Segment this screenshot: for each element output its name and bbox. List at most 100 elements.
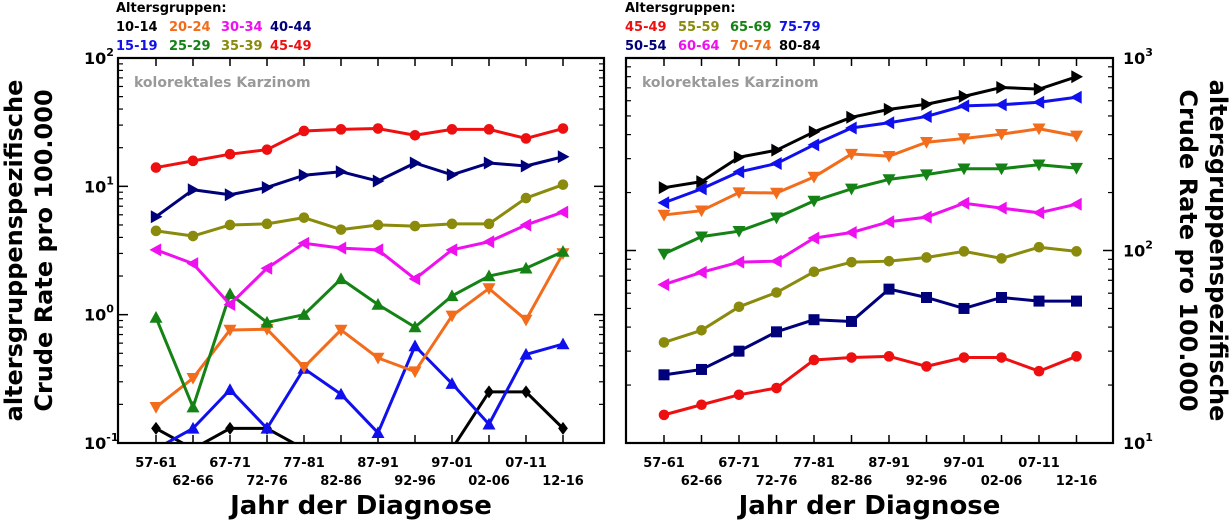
data-point-15-19 — [334, 387, 348, 400]
data-point-70-74 — [920, 137, 933, 149]
data-point-25-29 — [482, 269, 496, 282]
data-point-75-79 — [882, 116, 895, 130]
data-point-65-69 — [845, 183, 858, 196]
data-point-15-19 — [556, 337, 570, 350]
data-point-10-14 — [484, 385, 494, 399]
data-point-60-64 — [845, 226, 857, 240]
x-tick-label: 77-81 — [793, 456, 835, 471]
data-point-10-14 — [451, 442, 453, 443]
data-point-80-84 — [996, 80, 1008, 94]
data-point-55-59 — [1033, 241, 1045, 253]
data-point-45-49 — [958, 352, 970, 363]
x-tick-label: 12-16 — [542, 474, 584, 489]
data-point-80-84 — [846, 110, 858, 124]
x-tick-label: 62-66 — [681, 474, 723, 489]
data-point-50-54 — [1071, 295, 1082, 307]
data-point-50-54 — [921, 291, 932, 303]
data-point-55-59 — [921, 252, 932, 263]
data-point-70-74 — [657, 209, 671, 222]
data-point-15-19 — [371, 426, 385, 439]
data-point-70-74 — [1032, 123, 1046, 136]
x-tick-label: 82-86 — [320, 474, 362, 489]
series-line-40-44 — [155, 155, 564, 218]
x-tick-label: 62-66 — [172, 474, 214, 489]
data-point-80-84 — [658, 181, 671, 195]
legend-entry-25-29: 25-29 — [169, 39, 211, 54]
data-point-75-79 — [657, 196, 670, 210]
data-point-45-49 — [921, 361, 932, 372]
data-point-15-19 — [186, 421, 200, 434]
data-point-75-79 — [995, 98, 1007, 112]
data-point-75-79 — [732, 165, 745, 179]
data-point-70-74 — [957, 133, 971, 145]
data-point-40-44 — [187, 183, 200, 197]
data-point-35-39 — [520, 192, 532, 204]
x-tick-label: 07-11 — [1018, 456, 1060, 471]
x-tick-label: 87-91 — [868, 456, 910, 471]
data-point-60-64 — [732, 255, 745, 269]
data-point-55-59 — [846, 256, 857, 268]
data-point-75-79 — [695, 182, 707, 196]
data-point-25-29 — [260, 315, 274, 328]
data-point-30-34 — [556, 205, 569, 219]
data-point-70-74 — [807, 171, 821, 184]
legend-entry-45-49: 45-49 — [625, 20, 667, 35]
x-tick-label: 57-61 — [135, 456, 177, 471]
data-point-25-29 — [186, 400, 200, 413]
data-point-65-69 — [1032, 159, 1046, 172]
data-point-45-49 — [520, 133, 532, 144]
data-point-70-74 — [995, 128, 1008, 141]
data-point-25-29 — [445, 289, 459, 302]
data-point-45-49 — [771, 382, 782, 394]
data-point-20-24 — [445, 310, 459, 323]
data-point-45-49 — [1033, 365, 1045, 377]
data-point-20-24 — [186, 372, 200, 385]
legend-entry-50-54: 50-54 — [625, 39, 667, 54]
data-point-75-79 — [920, 109, 932, 123]
data-point-65-69 — [995, 163, 1008, 176]
data-point-15-19 — [445, 377, 459, 389]
x-tick-label: 72-76 — [756, 474, 798, 489]
x-tick-label: 12-16 — [1056, 474, 1098, 489]
data-point-35-39 — [446, 218, 458, 230]
x-tick-label: 02-06 — [468, 474, 510, 489]
data-point-50-54 — [696, 363, 707, 375]
x-tick-label: 02-06 — [981, 474, 1023, 489]
data-point-55-59 — [658, 337, 670, 348]
data-point-70-74 — [1070, 130, 1083, 143]
data-point-45-49 — [409, 129, 421, 141]
data-point-15-19 — [155, 442, 157, 443]
legend-entry-15-19: 15-19 — [116, 39, 158, 54]
data-point-50-54 — [771, 326, 782, 338]
x-tick-label: 77-81 — [283, 456, 325, 471]
series-group — [149, 123, 570, 443]
data-point-60-64 — [957, 196, 970, 210]
series-line-80-84 — [663, 75, 1077, 190]
data-point-50-54 — [846, 315, 857, 327]
data-point-70-74 — [732, 187, 746, 200]
x-tick-label: 82-86 — [831, 474, 873, 489]
y-tick-label: 103 — [1123, 46, 1153, 68]
data-point-45-49 — [996, 352, 1007, 363]
data-point-35-39 — [483, 218, 495, 230]
data-point-35-39 — [372, 219, 384, 231]
data-point-55-59 — [733, 301, 745, 313]
plot-frame — [116, 56, 606, 445]
data-point-20-24 — [519, 314, 533, 327]
data-point-15-19 — [260, 421, 274, 434]
data-point-20-24 — [408, 366, 422, 379]
series-line-50-54 — [663, 287, 1077, 377]
data-point-65-69 — [807, 195, 821, 208]
data-point-30-34 — [260, 261, 273, 275]
data-point-75-79 — [807, 138, 820, 152]
y-tick-label: 102 — [1123, 239, 1153, 261]
data-point-45-49 — [808, 354, 820, 366]
data-point-60-64 — [807, 231, 820, 245]
series-line-65-69 — [663, 163, 1077, 256]
data-point-55-59 — [808, 266, 820, 278]
data-point-45-49 — [846, 352, 857, 363]
data-point-45-49 — [446, 124, 458, 135]
x-tick-label: 67-71 — [718, 456, 760, 471]
x-tick-label: 07-11 — [505, 456, 547, 471]
data-point-80-84 — [1033, 82, 1046, 96]
